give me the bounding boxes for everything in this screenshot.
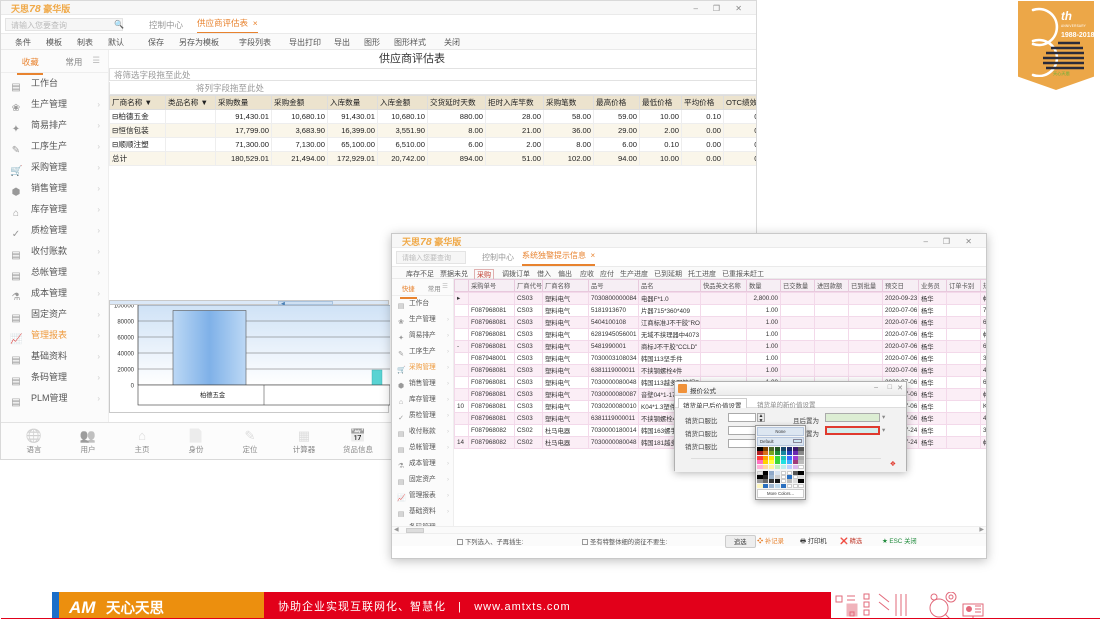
svg-text:柏德五金: 柏德五金: [200, 390, 226, 399]
svg-text:100000: 100000: [114, 305, 135, 310]
svg-text:1988-2018: 1988-2018: [1061, 32, 1094, 39]
svg-text:th: th: [1061, 11, 1072, 23]
svg-text:天心天思: 天心天思: [1053, 70, 1071, 77]
svg-text:AM: AM: [68, 598, 96, 617]
svg-text:80000: 80000: [117, 320, 134, 326]
svg-text:0: 0: [131, 384, 135, 390]
svg-text:天心天思: 天心天思: [106, 600, 164, 617]
svg-text:60000: 60000: [117, 336, 134, 342]
svg-text:40000: 40000: [117, 352, 134, 358]
svg-text:ANNIVERSARY: ANNIVERSARY: [1061, 24, 1087, 28]
svg-text:20000: 20000: [117, 368, 134, 374]
